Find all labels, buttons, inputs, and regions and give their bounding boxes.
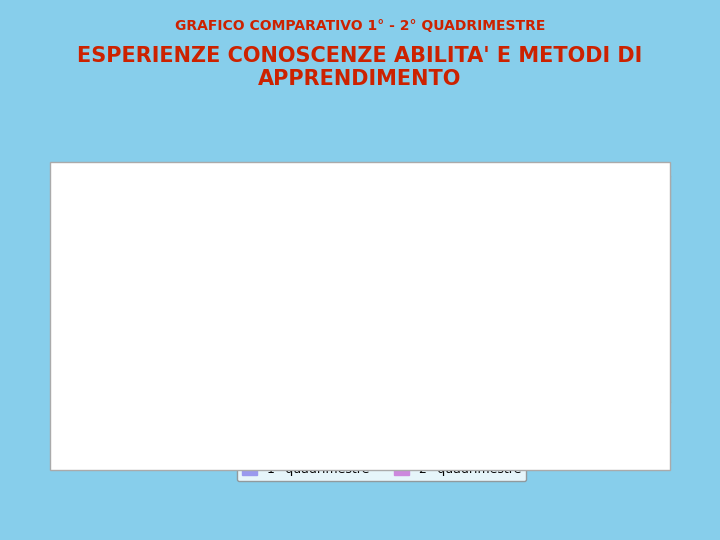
Polygon shape bbox=[485, 269, 520, 274]
Text: GRAFICO COMPARATIVO 1° - 2° QUADRIMESTRE: GRAFICO COMPARATIVO 1° - 2° QUADRIMESTRE bbox=[175, 19, 545, 33]
Text: 7%: 7% bbox=[212, 343, 230, 353]
Polygon shape bbox=[422, 226, 427, 402]
Polygon shape bbox=[515, 269, 520, 402]
Polygon shape bbox=[300, 318, 334, 322]
Bar bbox=[518, 206, 547, 402]
Polygon shape bbox=[269, 354, 274, 402]
Polygon shape bbox=[329, 318, 334, 402]
Polygon shape bbox=[640, 312, 646, 402]
Bar bbox=[425, 200, 454, 402]
Text: 3%: 3% bbox=[155, 367, 173, 377]
Text: 14%: 14% bbox=[616, 300, 641, 310]
Text: 33%: 33% bbox=[430, 183, 455, 193]
Polygon shape bbox=[611, 312, 646, 316]
Polygon shape bbox=[425, 195, 460, 200]
Text: 21%: 21% bbox=[487, 257, 513, 267]
Text: 28%: 28% bbox=[395, 214, 420, 224]
Polygon shape bbox=[207, 354, 241, 360]
Polygon shape bbox=[454, 195, 460, 402]
Bar bbox=[146, 384, 176, 402]
Text: 23%: 23% bbox=[580, 245, 606, 254]
Text: 7%: 7% bbox=[248, 343, 266, 353]
Polygon shape bbox=[608, 256, 613, 402]
Text: 12%: 12% bbox=[337, 312, 362, 322]
Bar bbox=[611, 316, 640, 402]
Bar bbox=[578, 261, 608, 402]
Polygon shape bbox=[361, 324, 366, 402]
Polygon shape bbox=[332, 324, 366, 329]
Text: 13%: 13% bbox=[302, 306, 327, 316]
Polygon shape bbox=[114, 354, 148, 360]
Text: ESPERIENZE CONOSCENZE ABILITA' E METODI DI
APPRENDIMENTO: ESPERIENZE CONOSCENZE ABILITA' E METODI … bbox=[77, 46, 643, 89]
Bar bbox=[207, 360, 236, 402]
Bar bbox=[332, 329, 361, 402]
Polygon shape bbox=[176, 379, 181, 402]
Polygon shape bbox=[547, 201, 553, 402]
Bar bbox=[239, 360, 269, 402]
Bar bbox=[392, 231, 422, 402]
Bar bbox=[300, 322, 329, 402]
Polygon shape bbox=[236, 354, 241, 402]
Text: 32%: 32% bbox=[523, 190, 548, 199]
Polygon shape bbox=[518, 201, 553, 206]
Bar bbox=[485, 274, 515, 402]
Text: 7%: 7% bbox=[120, 343, 138, 353]
Legend: 1° quadrimestre, 2° quadrimestre: 1° quadrimestre, 2° quadrimestre bbox=[237, 458, 526, 482]
Polygon shape bbox=[143, 354, 148, 402]
Polygon shape bbox=[392, 226, 427, 231]
Polygon shape bbox=[239, 354, 274, 360]
Bar bbox=[114, 360, 143, 402]
Polygon shape bbox=[578, 256, 613, 261]
Polygon shape bbox=[146, 379, 181, 384]
